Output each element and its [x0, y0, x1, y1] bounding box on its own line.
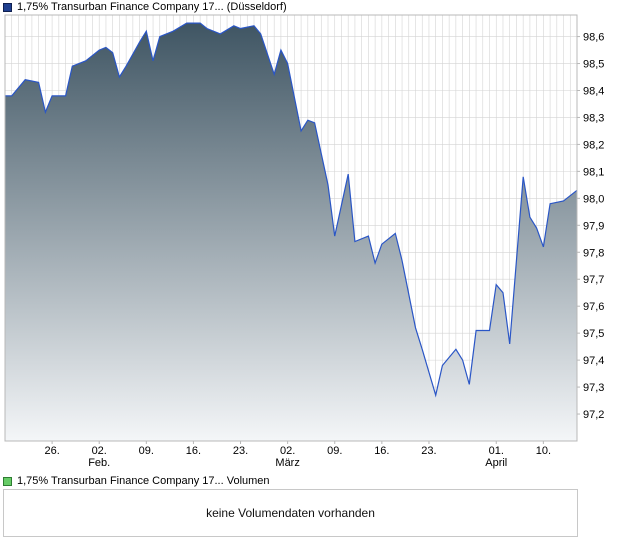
x-month-label: März	[275, 457, 299, 469]
price-legend-swatch	[3, 2, 12, 12]
y-tick-label: 98,2	[583, 139, 604, 151]
x-tick-label: 02.	[280, 445, 295, 457]
y-tick-label: 97,4	[583, 355, 604, 367]
x-tick-label: 01.	[489, 445, 504, 457]
y-tick-label: 97,2	[583, 409, 604, 421]
x-month-label: Feb.	[88, 457, 110, 469]
y-tick-label: 97,5	[583, 328, 604, 340]
price-chart: 97,2 97,3 97,4 97,5 97,6 97,7 97,8 97,9 98,0 98,1…	[4, 14, 604, 469]
x-month-label: April	[485, 457, 507, 469]
y-tick-label: 98,6	[583, 32, 604, 44]
y-tick-label: 98,0	[583, 193, 604, 205]
y-tick-label: 98,5	[583, 59, 604, 71]
x-tick-label: 23.	[233, 445, 248, 457]
y-tick-label: 97,8	[583, 247, 604, 259]
x-tick-label: 09.	[139, 445, 154, 457]
y-tick-label: 97,7	[583, 274, 604, 286]
y-tick-label: 97,3	[583, 382, 604, 394]
y-tick-label: 97,6	[583, 301, 604, 313]
price-legend-label: 1,75% Transurban Finance Company 17... (…	[17, 1, 287, 13]
x-tick-label: 16.	[186, 445, 201, 457]
price-legend: 1,75% Transurban Finance Company 17... (…	[3, 0, 287, 14]
x-tick-label: 10.	[536, 445, 551, 457]
y-tick-label: 98,1	[583, 166, 604, 178]
x-tick-label: 23.	[421, 445, 436, 457]
volume-legend: 1,75% Transurban Finance Company 17... V…	[3, 474, 270, 488]
y-tick-label: 97,9	[583, 220, 604, 232]
x-tick-label: 09.	[327, 445, 342, 457]
x-tick-label: 16.	[374, 445, 389, 457]
price-area-fill	[5, 23, 577, 441]
y-tick-label: 98,4	[583, 85, 604, 97]
y-tick-label: 98,3	[583, 112, 604, 124]
volume-panel: keine Volumendaten vorhanden	[3, 489, 578, 537]
volume-empty-message: keine Volumendaten vorhanden	[206, 506, 375, 520]
price-line	[5, 22, 578, 398]
x-tick-label: 02.	[92, 445, 107, 457]
x-tick-label: 26.	[44, 445, 59, 457]
plot-frame	[4, 14, 578, 442]
volume-legend-label: 1,75% Transurban Finance Company 17... V…	[17, 475, 270, 487]
volume-legend-swatch	[3, 476, 12, 486]
